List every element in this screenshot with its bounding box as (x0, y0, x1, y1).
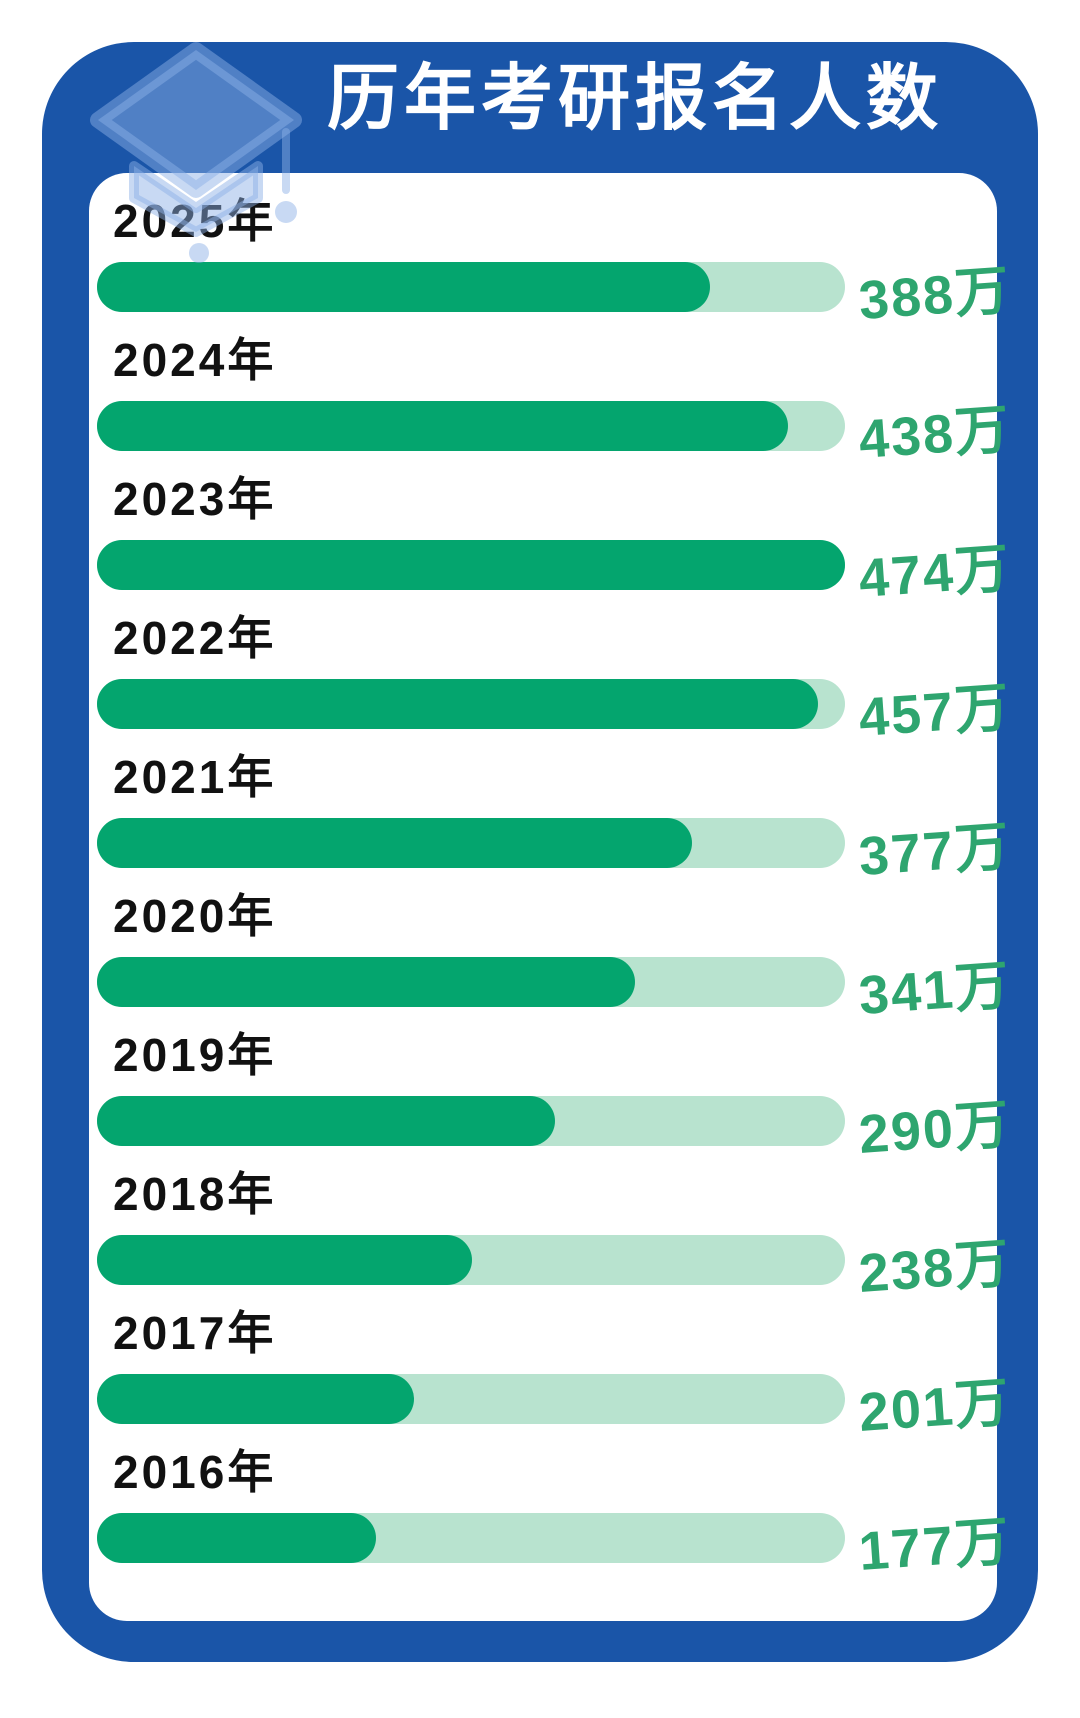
chart-row-2021: 2021年 377万 (97, 749, 1013, 888)
chart-row-2019: 2019年 290万 (97, 1027, 1013, 1166)
chart-row-2024: 2024年 438万 (97, 332, 1013, 471)
chart-row-2016: 2016年 177万 (97, 1444, 1013, 1583)
value-label: 457万 (856, 677, 1013, 748)
page-title: 历年考研报名人数 (326, 59, 943, 139)
graduation-cap-icon (90, 42, 302, 263)
bar-track (97, 401, 845, 451)
bar-fill (97, 1513, 376, 1563)
bar-fill (97, 1374, 415, 1424)
chart-row-2025: 2025年 388万 (97, 193, 1013, 332)
chart-row-2018: 2018年 238万 (97, 1166, 1013, 1305)
bar-fill (97, 1096, 555, 1146)
chart-row-2020: 2020年 341万 (97, 888, 1013, 1027)
bar-fill (97, 679, 819, 729)
year-label: 2025年 (113, 193, 997, 249)
bar-fill (97, 262, 710, 312)
year-label: 2018年 (113, 1168, 277, 1220)
chart-row-2017: 2017年 201万 (97, 1305, 1013, 1444)
bar-track (97, 818, 845, 868)
bar-fill (97, 957, 635, 1007)
year-label: 2022年 (113, 612, 277, 664)
value-label: 438万 (856, 399, 1013, 470)
bar-chart: 2025年 388万 2024年 438万 2023年 474万 2022年 (89, 173, 1013, 1621)
bar-track (97, 262, 845, 312)
bar-track (97, 1513, 845, 1563)
bar-track (97, 1374, 845, 1424)
year-label: 2023年 (113, 473, 277, 525)
year-label: 2019年 (113, 1029, 277, 1081)
bar-fill (97, 540, 845, 590)
bar-fill (97, 1235, 473, 1285)
year-label: 2017年 (113, 1307, 277, 1359)
bar-track (97, 957, 845, 1007)
value-label: 177万 (856, 1511, 1013, 1582)
value-label: 201万 (856, 1372, 1013, 1443)
bar-track (97, 540, 845, 590)
value-label: 474万 (856, 538, 1013, 609)
year-label: 2021年 (113, 751, 277, 803)
bar-fill (97, 818, 692, 868)
bar-track (97, 679, 845, 729)
bar-track (97, 1096, 845, 1146)
value-label: 341万 (856, 955, 1013, 1026)
chart-row-2022: 2022年 457万 (97, 610, 1013, 749)
chart-row-2023: 2023年 474万 (97, 471, 1013, 610)
value-label: 290万 (856, 1094, 1013, 1165)
value-label: 377万 (856, 816, 1013, 887)
value-label: 238万 (856, 1233, 1013, 1304)
year-label: 2020年 (113, 890, 277, 942)
bar-fill (97, 401, 789, 451)
year-label: 2016年 (113, 1446, 277, 1498)
year-label: 2024年 (113, 334, 277, 386)
bar-track (97, 1235, 845, 1285)
value-label: 388万 (856, 260, 1013, 331)
